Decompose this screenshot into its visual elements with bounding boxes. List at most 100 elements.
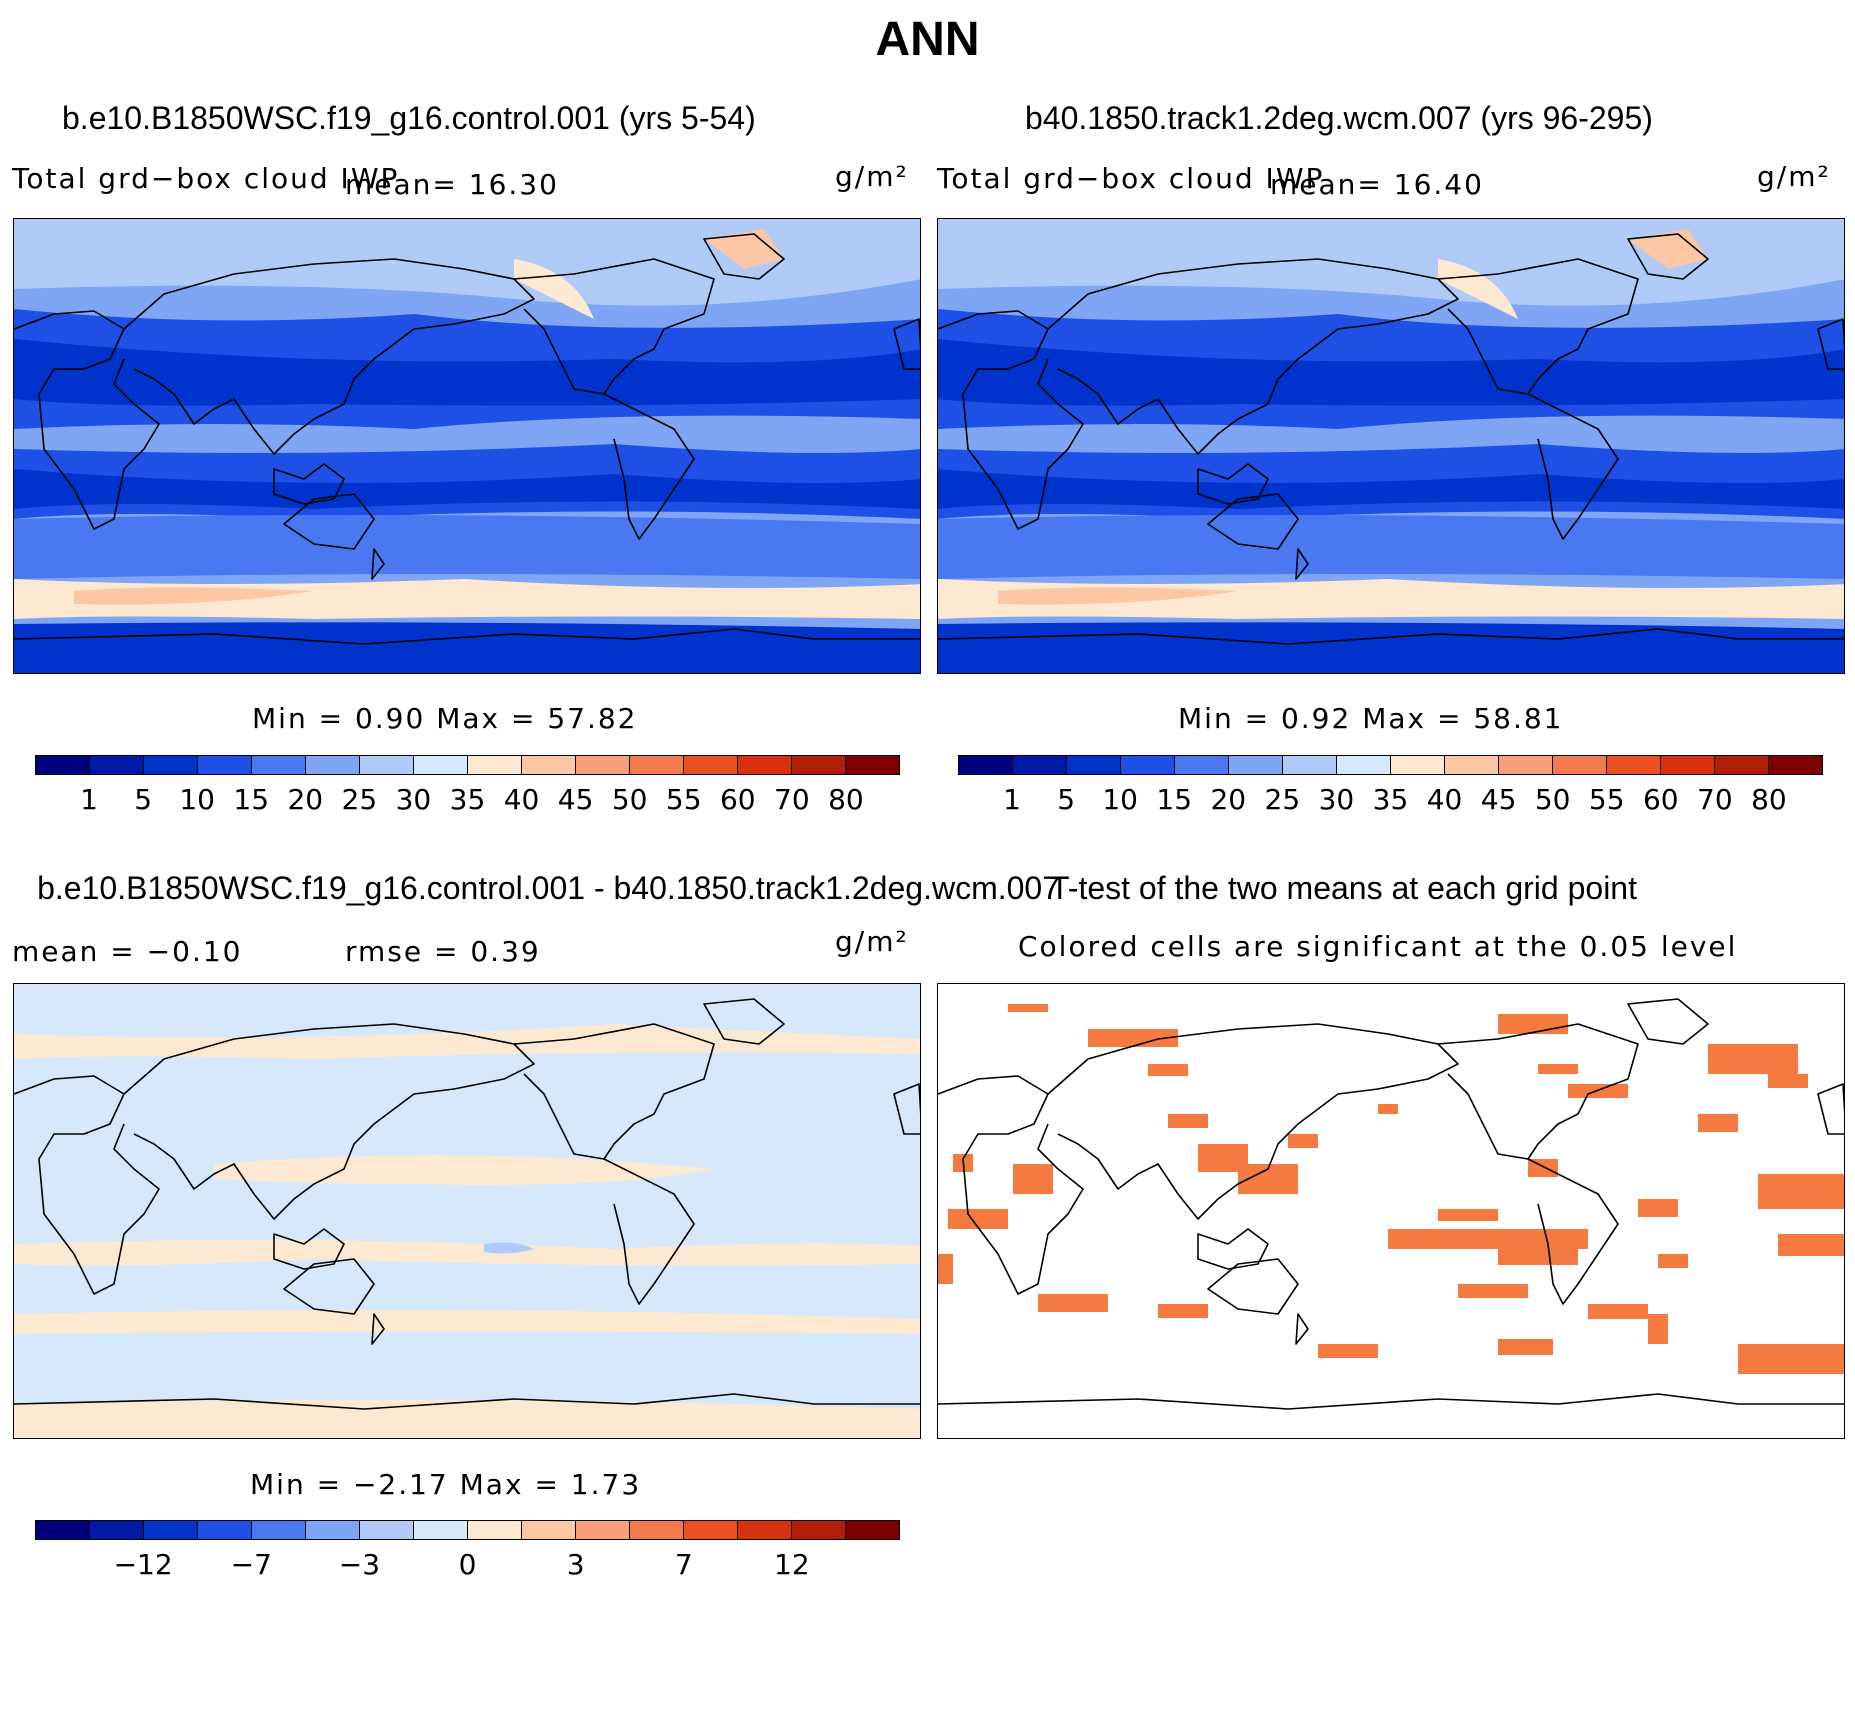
colorbar-swatch	[144, 1521, 198, 1539]
colorbar-tick-label: 25	[341, 783, 378, 816]
colorbar-tick-label: 15	[233, 783, 270, 816]
colorbar-swatch	[306, 1521, 360, 1539]
diff-title-clip: b.e10.B1850WSC.f19_g16.control.001 - b40…	[0, 860, 1060, 910]
diff-units: g/m²	[835, 925, 909, 958]
figure-title: ANN	[875, 13, 980, 66]
colorbar-tick-label: 50	[611, 783, 648, 816]
colorbar-swatch	[1553, 756, 1607, 774]
case2-map	[937, 218, 1845, 674]
colorbar-tick-label: −12	[113, 1548, 173, 1581]
colorbar-swatch	[1715, 756, 1769, 774]
map-field	[14, 984, 920, 1438]
colorbar-swatch	[360, 1521, 414, 1539]
colorbar-swatch	[1013, 756, 1067, 774]
colorbar-swatch	[630, 1521, 684, 1539]
case2-minmax: Min = 0.92 Max = 58.81	[1178, 702, 1564, 735]
colorbar-swatch	[1607, 756, 1661, 774]
colorbar-tick-label: 3	[566, 1548, 585, 1581]
diff-colorbar	[35, 1520, 900, 1540]
case2-title: b40.1850.track1.2deg.wcm.007 (yrs 96-295…	[1025, 100, 1653, 136]
case2-units: g/m²	[1757, 160, 1831, 193]
colorbar-swatch	[198, 756, 252, 774]
colorbar-swatch	[468, 1521, 522, 1539]
colorbar-swatch	[252, 1521, 306, 1539]
colorbar-tick-label: 20	[1210, 783, 1247, 816]
colorbar-swatch	[1445, 756, 1499, 774]
case2-mean: mean= 16.40	[1270, 168, 1484, 201]
colorbar-tick-label: 35	[449, 783, 486, 816]
map-field	[938, 219, 1844, 673]
colorbar-swatch	[1121, 756, 1175, 774]
colorbar-tick-label: 7	[674, 1548, 693, 1581]
colorbar-swatch	[576, 1521, 630, 1539]
colorbar-swatch	[360, 756, 414, 774]
map-field	[14, 219, 920, 673]
colorbar-swatch	[36, 1521, 90, 1539]
colorbar-swatch	[738, 756, 792, 774]
colorbar-swatch	[630, 756, 684, 774]
colorbar-tick-label: 45	[557, 783, 594, 816]
case1-variable: Total grd−box cloud IWP	[12, 162, 400, 195]
ttest-subtitle: Colored cells are significant at the 0.0…	[1018, 930, 1738, 963]
colorbar-tick-label: 70	[1697, 783, 1733, 816]
case1-map	[13, 218, 921, 674]
colorbar-swatch	[522, 756, 576, 774]
colorbar-swatch	[576, 756, 630, 774]
colorbar-tick-label: 45	[1480, 783, 1517, 816]
colorbar-tick-label: −3	[338, 1548, 381, 1581]
colorbar-tick-label: 55	[665, 783, 702, 816]
colorbar-swatch	[1769, 756, 1822, 774]
diff-mean: mean = −0.10	[12, 935, 243, 968]
colorbar-swatch	[36, 756, 90, 774]
colorbar-tick-label: 1	[80, 783, 98, 816]
colorbar-swatch	[1337, 756, 1391, 774]
ttest-map	[937, 983, 1845, 1439]
colorbar-tick-label: 60	[1642, 783, 1679, 816]
colorbar-swatch	[90, 1521, 144, 1539]
case2-variable: Total grd−box cloud IWP	[937, 162, 1325, 195]
colorbar-tick-label: 40	[1426, 783, 1463, 816]
case1-colorbar	[35, 755, 900, 775]
colorbar-swatch	[1283, 756, 1337, 774]
colorbar-tick-label: 35	[1372, 783, 1409, 816]
map-significance-cells	[938, 998, 1844, 1410]
colorbar-tick-label: 1	[1003, 783, 1021, 816]
colorbar-tick-label: 70	[774, 783, 810, 816]
colorbar-swatch	[414, 756, 468, 774]
diff-rmse: rmse = 0.39	[345, 935, 541, 968]
colorbar-swatch	[306, 756, 360, 774]
colorbar-tick-label: 55	[1588, 783, 1625, 816]
diff-minmax: Min = −2.17 Max = 1.73	[250, 1468, 642, 1501]
colorbar-swatch	[684, 1521, 738, 1539]
colorbar-swatch	[1499, 756, 1553, 774]
colorbar-swatch	[846, 756, 899, 774]
colorbar-swatch	[90, 756, 144, 774]
colorbar-tick-label: 5	[134, 783, 153, 816]
colorbar-tick-label: 60	[719, 783, 756, 816]
colorbar-tick-label: 25	[1264, 783, 1301, 816]
colorbar-swatch	[1391, 756, 1445, 774]
colorbar-swatch	[738, 1521, 792, 1539]
colorbar-swatch	[144, 756, 198, 774]
colorbar-tick-label: 80	[828, 783, 864, 816]
colorbar-tick-label: 30	[395, 783, 432, 816]
colorbar-tick-label: 80	[1751, 783, 1787, 816]
colorbar-tick-label: 12	[774, 1548, 810, 1581]
colorbar-tick-label: 15	[1156, 783, 1193, 816]
colorbar-swatch	[468, 756, 522, 774]
colorbar-swatch	[792, 1521, 846, 1539]
colorbar-tick-label: 30	[1318, 783, 1355, 816]
colorbar-swatch	[792, 756, 846, 774]
colorbar-swatch	[198, 1521, 252, 1539]
colorbar-swatch	[522, 1521, 576, 1539]
diff-map	[13, 983, 921, 1439]
colorbar-tick-label: −7	[230, 1548, 272, 1581]
colorbar-swatch	[1067, 756, 1121, 774]
colorbar-tick-label: 0	[458, 1548, 477, 1581]
case1-title: b.e10.B1850WSC.f19_g16.control.001 (yrs …	[62, 100, 756, 136]
colorbar-tick-label: 10	[179, 783, 216, 816]
colorbar-swatch	[684, 756, 738, 774]
colorbar-swatch	[1175, 756, 1229, 774]
case2-colorbar	[958, 755, 1823, 775]
colorbar-swatch	[252, 756, 306, 774]
